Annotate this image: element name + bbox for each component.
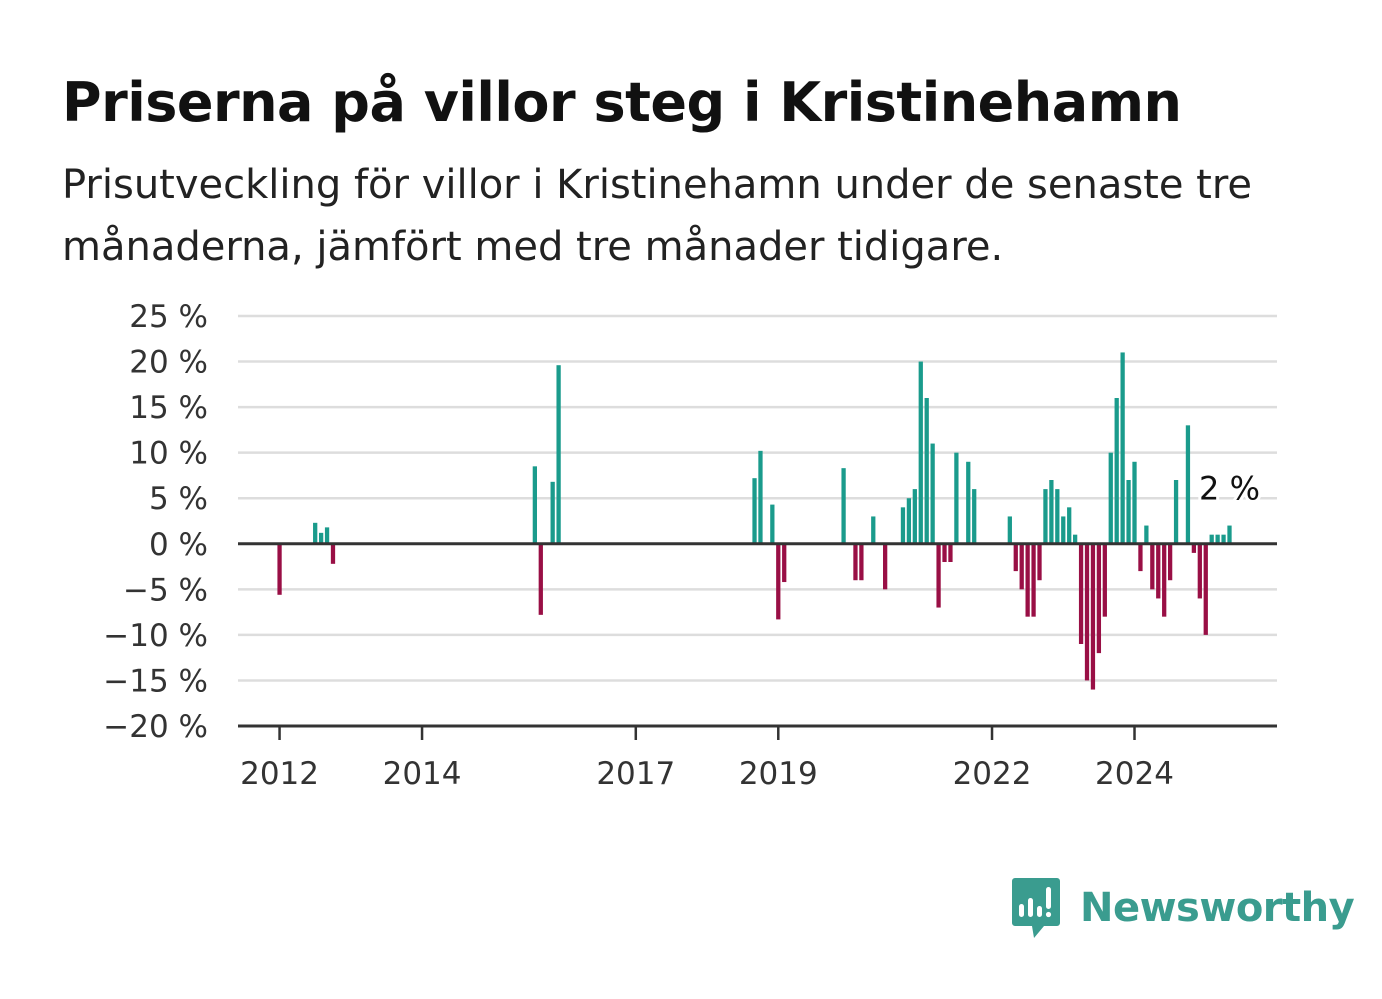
bar-chart: −20 % −15 % −10 % −5 % 0 % 5 % 10 % 15 % 20 % 25 … (103, 299, 1277, 792)
bar (1185, 425, 1191, 544)
bar (752, 478, 757, 544)
bar (1055, 489, 1060, 544)
bar (883, 543, 888, 590)
y-tick-label: 15 % (129, 390, 208, 426)
bar (1043, 489, 1048, 544)
bar (942, 543, 947, 562)
x-axis-tick-labels: 2012 2014 2017 2019 2022 2024 (240, 756, 1174, 792)
bar (1067, 507, 1072, 544)
bar (841, 468, 846, 544)
bar (1221, 534, 1226, 544)
bar (1120, 352, 1125, 544)
bar (770, 504, 775, 544)
bar (1138, 543, 1143, 572)
bar (556, 365, 561, 544)
bar (1197, 543, 1202, 599)
bar (776, 543, 781, 620)
bar (954, 452, 959, 544)
bar (966, 461, 971, 544)
bar (859, 543, 864, 581)
y-tick-label: 10 % (129, 436, 208, 472)
bar (1126, 480, 1131, 544)
bar (550, 481, 555, 544)
bar (1102, 543, 1107, 617)
latest-value-label: 2 % (1199, 470, 1260, 508)
bar (1025, 543, 1030, 617)
axes (238, 542, 1277, 740)
bar (532, 466, 537, 544)
bar (782, 543, 787, 583)
bar (936, 543, 941, 608)
bar (1096, 543, 1102, 654)
x-tick-label: 2019 (739, 756, 818, 792)
x-tick-label: 2017 (596, 756, 675, 792)
bar (1215, 534, 1220, 544)
bar (1037, 543, 1042, 581)
bar (1162, 543, 1167, 617)
bar (1090, 543, 1096, 690)
bars (277, 352, 1232, 690)
y-tick-label: −20 % (103, 709, 208, 745)
x-tick-label: 2022 (953, 756, 1032, 792)
bar (1144, 525, 1149, 544)
bar (324, 527, 330, 544)
bar (912, 489, 917, 544)
bar (1108, 452, 1113, 544)
bar (1072, 534, 1078, 544)
annotations: 2 % (1196, 467, 1263, 511)
brand-name: Newsworthy (1080, 885, 1355, 931)
bar (1132, 461, 1137, 544)
bar (318, 532, 324, 544)
bar (1019, 543, 1024, 590)
bar (1191, 543, 1197, 553)
gridlines (238, 314, 1277, 682)
y-tick-label: −5 % (123, 572, 208, 608)
bar (1061, 516, 1066, 544)
y-axis-tick-labels: −20 % −15 % −10 % −5 % 0 % 5 % 10 % 15 % 20 % 25 … (103, 299, 208, 745)
bar (1156, 543, 1161, 599)
bar (1173, 480, 1179, 544)
bar (1013, 543, 1018, 572)
bar (758, 450, 763, 544)
bar (538, 543, 543, 615)
x-tick-label: 2014 (383, 756, 462, 792)
bar (330, 543, 336, 564)
bar (1203, 543, 1208, 635)
bar (1049, 480, 1054, 544)
bar (1150, 543, 1155, 590)
chart-subtitle: Prisutveckling för villor i Kristinehamn… (62, 162, 1253, 270)
bar (1167, 543, 1173, 581)
bar (313, 522, 318, 544)
bar (871, 516, 876, 544)
bar (1078, 543, 1084, 644)
chart-title: Priserna på villor steg i Kristinehamn (62, 71, 1182, 134)
bar (900, 507, 906, 544)
x-tick-label: 2012 (240, 756, 319, 792)
y-tick-label: 20 % (129, 345, 208, 381)
bar (924, 398, 929, 544)
y-tick-label: −10 % (103, 618, 208, 654)
bar (918, 361, 923, 544)
brand-logo: Newsworthy (1010, 876, 1355, 940)
bar (1084, 543, 1090, 681)
bar (930, 443, 935, 544)
bar (1031, 543, 1036, 617)
y-tick-label: 25 % (129, 299, 208, 335)
bar (906, 498, 912, 544)
y-tick-label: 0 % (149, 527, 208, 563)
bar (277, 543, 282, 595)
bar (972, 489, 977, 544)
bar (1209, 534, 1214, 544)
bar (1227, 525, 1232, 544)
bar (1007, 516, 1012, 544)
y-tick-label: 5 % (149, 481, 208, 517)
newsworthy-logo-icon (1012, 878, 1060, 938)
bar (853, 543, 858, 581)
bar (1114, 398, 1119, 544)
x-tick-label: 2024 (1095, 756, 1174, 792)
y-tick-label: −15 % (103, 663, 208, 699)
bar (948, 543, 953, 562)
